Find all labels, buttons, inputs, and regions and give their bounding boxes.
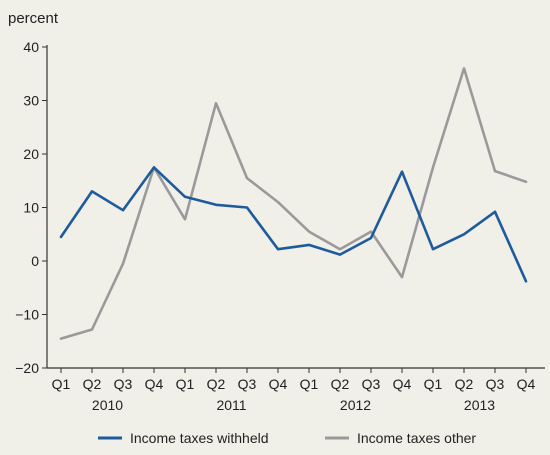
x-tick-label: Q3 bbox=[486, 376, 505, 392]
y-tick-label: 20 bbox=[23, 146, 39, 162]
y-axis-label: percent bbox=[8, 10, 59, 27]
x-tick-label: Q2 bbox=[455, 376, 474, 392]
legend-label: Income taxes other bbox=[357, 430, 476, 446]
x-tick-label: Q3 bbox=[114, 376, 133, 392]
income-taxes-withheld-line bbox=[59, 166, 528, 283]
x-tick-label: Q2 bbox=[331, 376, 350, 392]
x-tick-label: Q1 bbox=[52, 376, 71, 392]
x-tick-label: Q1 bbox=[424, 376, 443, 392]
x-tick-label: Q3 bbox=[238, 376, 257, 392]
x-year-label: 2013 bbox=[464, 397, 495, 413]
legend-label: Income taxes withheld bbox=[130, 430, 269, 446]
y-tick-label: 0 bbox=[31, 253, 39, 269]
x-tick-label: Q4 bbox=[517, 376, 536, 392]
y-tick-label: 10 bbox=[23, 200, 39, 216]
x-year-label: 2012 bbox=[340, 397, 371, 413]
x-tick-label: Q4 bbox=[393, 376, 412, 392]
y-tick-label: 40 bbox=[23, 39, 39, 55]
x-tick-label: Q1 bbox=[300, 376, 319, 392]
y-tick-label: −10 bbox=[15, 307, 39, 323]
y-tick-label: 30 bbox=[23, 93, 39, 109]
x-year-label: 2011 bbox=[216, 397, 246, 413]
x-tick-label: Q4 bbox=[269, 376, 288, 392]
x-tick-label: Q3 bbox=[362, 376, 381, 392]
y-tick-label: −20 bbox=[15, 360, 39, 376]
x-tick-label: Q1 bbox=[176, 376, 195, 392]
x-tick-label: Q4 bbox=[145, 376, 164, 392]
income-taxes-other-line bbox=[59, 67, 528, 340]
x-year-label: 2010 bbox=[92, 397, 123, 413]
x-tick-label: Q2 bbox=[83, 376, 102, 392]
x-tick-label: Q2 bbox=[207, 376, 226, 392]
